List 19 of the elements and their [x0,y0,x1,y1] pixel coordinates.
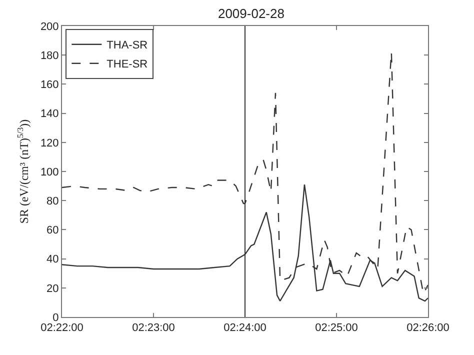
x-tick-label: 02:26:00 [406,322,450,334]
chart-title: 2009-02-28 [218,6,284,21]
legend-label: THA-SR [106,40,148,52]
y-tick-label: 140 [40,108,59,120]
y-tick-label: 60 [46,224,59,237]
legend-label: THE-SR [106,58,148,71]
x-tick-label: 02:23:00 [132,322,175,334]
y-tick-label: 80 [46,195,59,208]
y-tick-label: 120 [40,137,59,150]
y-tick-label: 200 [40,20,59,33]
y-tick-label: 160 [40,79,59,92]
x-tick-label: 02:24:00 [224,322,266,334]
x-tick-label: 02:22:00 [40,322,84,334]
y-tick-label: 0 [52,312,59,324]
y-tick-label: 100 [40,166,59,178]
y-tick-label: 180 [40,50,59,62]
x-tick-label: 02:25:00 [315,322,358,334]
y-tick-label: 40 [46,254,59,266]
y-tick-label: 20 [46,282,59,295]
